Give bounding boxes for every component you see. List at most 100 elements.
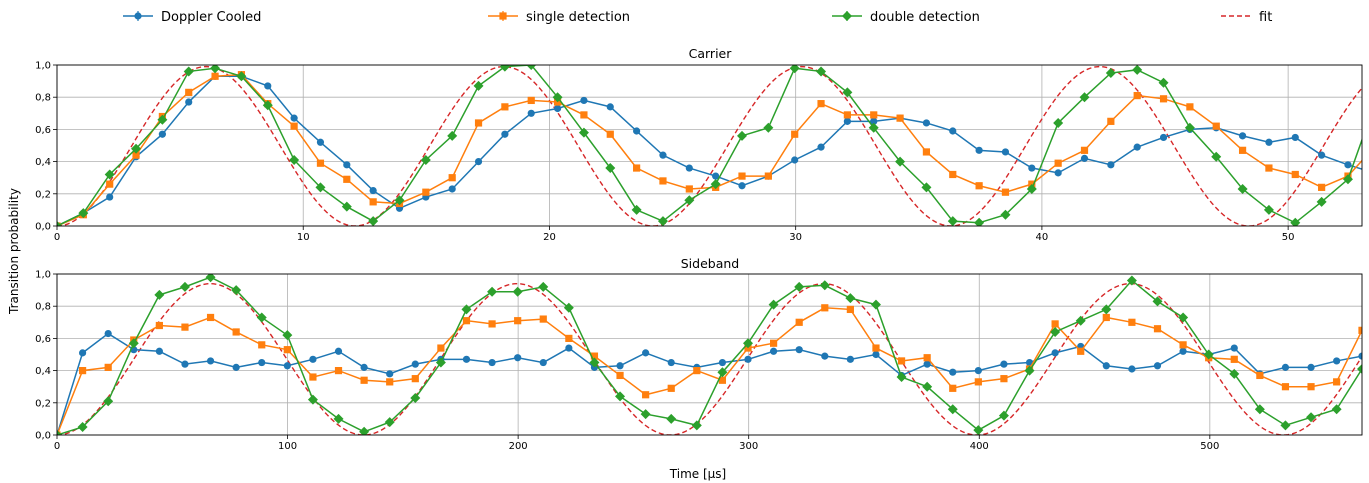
sideband-point-doppler-cooled — [309, 355, 317, 363]
carrier-point-single-detection — [685, 185, 693, 193]
carrier-point-single-detection — [949, 170, 957, 179]
sideband-point-single-detection — [1000, 375, 1008, 383]
carrier-point-doppler-cooled — [316, 138, 325, 146]
sideband-point-single-detection — [718, 376, 727, 384]
carrier-point-single-detection — [343, 175, 351, 183]
sideband-point-doppler-cooled — [769, 347, 778, 355]
carrier-xtick-label: 30 — [789, 232, 802, 243]
sideband-point-doppler-cooled — [1000, 360, 1008, 368]
carrier-point-doppler-cooled — [606, 103, 614, 111]
sideband-point-double-detection — [845, 293, 856, 304]
carrier-point-doppler-cooled — [343, 161, 351, 169]
sideband-title: Sideband — [681, 256, 739, 271]
carrier-point-doppler-cooled — [1291, 133, 1299, 142]
sideband-point-double-detection — [461, 304, 472, 315]
carrier-ytick-label: 0,8 — [35, 93, 51, 104]
carrier-point-doppler-cooled — [185, 98, 193, 106]
sideband-point-single-detection — [590, 352, 599, 360]
sideband-point-double-detection — [57, 430, 62, 435]
carrier-point-double-detection — [104, 169, 115, 180]
carrier-point-double-detection — [368, 216, 379, 226]
sideband-point-double-detection — [589, 357, 600, 368]
carrier-point-double-detection — [1263, 204, 1274, 215]
carrier-point-single-detection — [1001, 188, 1010, 196]
carrier-point-doppler-cooled — [106, 193, 114, 201]
sideband-point-double-detection — [128, 338, 139, 349]
sideband-series-double-detection — [57, 274, 1362, 435]
sideband-point-single-detection — [1358, 326, 1362, 334]
carrier-point-single-detection — [764, 172, 772, 180]
legend-label-double-detection: double detection — [870, 10, 980, 25]
sideband-point-single-detection — [565, 334, 573, 342]
carrier-point-doppler-cooled — [1318, 151, 1326, 159]
legend-marker-double-detection — [842, 11, 852, 21]
carrier-point-single-detection — [1291, 170, 1299, 179]
sideband-xtick-label: 200 — [509, 441, 528, 452]
carrier-point-doppler-cooled — [949, 127, 957, 135]
sideband-ytick-label: 0,4 — [35, 366, 51, 377]
carrier-title: Carrier — [689, 46, 733, 61]
legend-symbol-single-detection — [488, 11, 518, 21]
sideband-point-single-detection — [104, 363, 112, 371]
sideband-point-single-detection — [693, 367, 701, 375]
carrier-point-doppler-cooled — [870, 117, 878, 125]
sideband-point-doppler-cooled — [718, 358, 727, 367]
sideband-point-doppler-cooled — [462, 355, 471, 363]
carrier-point-double-detection — [78, 208, 89, 219]
sideband-point-single-detection — [642, 391, 650, 399]
sideband-plot: 0 100 200 300 400 500 0,0 0,2 0,4 0,6 0,8 1,0 — [35, 270, 1363, 453]
sideband-point-single-detection — [667, 384, 675, 392]
sideband-point-double-detection — [973, 425, 984, 435]
carrier-point-double-detection — [789, 65, 800, 74]
sideband-point-doppler-cooled — [360, 363, 368, 371]
carrier-point-double-detection — [868, 122, 879, 133]
carrier-point-single-detection — [817, 100, 825, 108]
carrier-point-single-detection — [211, 72, 219, 80]
carrier-point-doppler-cooled — [1133, 143, 1141, 151]
sideband-ytick-label: 0,6 — [35, 334, 51, 345]
sideband-point-doppler-cooled — [1358, 352, 1362, 360]
carrier-point-doppler-cooled — [1107, 161, 1115, 169]
sideband-point-single-detection — [386, 378, 394, 386]
sideband-point-double-detection — [1178, 312, 1189, 323]
sideband-point-single-detection — [514, 317, 522, 325]
sideband-point-doppler-cooled — [104, 329, 112, 338]
legend-item-fit: fit — [1221, 10, 1272, 25]
sideband-point-double-detection — [615, 391, 626, 402]
sideband-point-double-detection — [870, 299, 881, 310]
legend-item-single-detection: single detection — [488, 10, 630, 25]
x-axis-label: Time [μs] — [669, 467, 726, 481]
sideband-xtick-label: 100 — [278, 441, 297, 452]
sideband-line-double-detection — [57, 276, 1362, 435]
sideband-point-double-detection — [1075, 315, 1086, 326]
sideband-point-double-detection — [205, 274, 216, 283]
carrier-point-single-detection — [316, 159, 325, 167]
carrier-point-doppler-cooled — [1080, 154, 1089, 162]
carrier-point-double-detection — [131, 143, 142, 154]
carrier-point-doppler-cooled — [264, 82, 272, 90]
sideband-point-double-detection — [768, 299, 779, 310]
carrier-point-doppler-cooled — [633, 127, 641, 135]
carrier-frame — [56, 64, 1363, 227]
sideband-point-double-detection — [359, 426, 370, 435]
carrier-point-doppler-cooled — [738, 182, 746, 190]
carrier-point-single-detection — [580, 111, 588, 119]
sideband-axes: 0 100 200 300 400 500 0,0 0,2 0,4 0,6 0,8 1,0 — [35, 270, 1219, 453]
sideband-point-single-detection — [1077, 347, 1085, 355]
sideband-point-single-detection — [1333, 378, 1341, 386]
sideband-point-single-detection — [309, 373, 317, 381]
carrier-point-double-detection — [605, 163, 616, 174]
carrier-point-doppler-cooled — [659, 151, 667, 159]
sideband-point-double-detection — [1306, 412, 1317, 423]
carrier-point-single-detection — [1159, 95, 1168, 103]
sideband-point-double-detection — [512, 286, 523, 297]
carrier-point-single-detection — [422, 188, 430, 196]
carrier-point-doppler-cooled — [158, 130, 166, 138]
carrier-point-double-detection — [420, 154, 431, 165]
legend: Doppler Cooled single detection double d… — [123, 10, 1272, 25]
sideband-point-double-detection — [282, 330, 293, 341]
carrier-point-double-detection — [1026, 183, 1037, 194]
carrier-point-single-detection — [132, 151, 140, 159]
sideband-point-single-detection — [437, 344, 445, 352]
